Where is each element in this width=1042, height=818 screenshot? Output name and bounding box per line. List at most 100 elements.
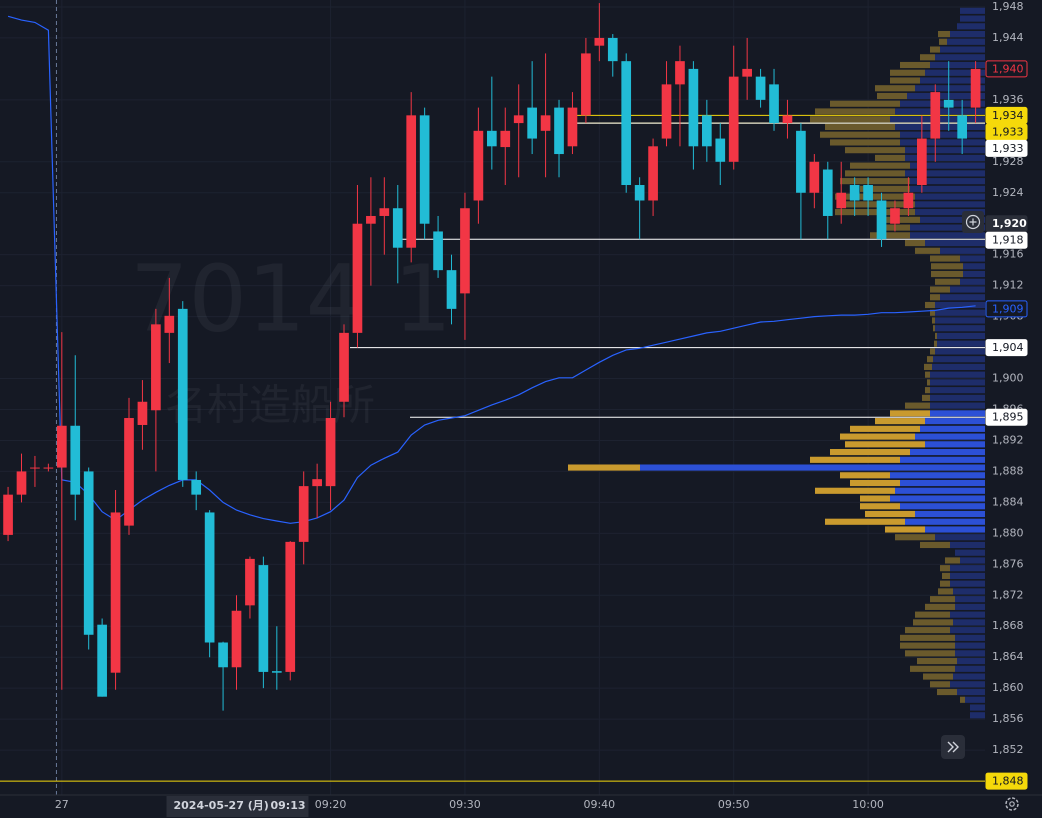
scroll-button[interactable] <box>941 735 965 759</box>
profile-bar <box>920 216 985 223</box>
candle-body <box>513 115 524 124</box>
profile-bar <box>927 379 930 386</box>
profile-bar <box>935 54 985 61</box>
profile-bar <box>950 681 985 688</box>
profile-bar <box>930 402 985 409</box>
profile-bar <box>820 131 900 138</box>
profile-bar <box>900 139 985 146</box>
profile-bar <box>917 658 957 665</box>
profile-bar <box>930 46 940 53</box>
candle-body <box>56 425 67 468</box>
profile-bar <box>810 116 890 123</box>
candle-body <box>258 565 269 672</box>
candle-body <box>446 270 457 309</box>
profile-bar <box>875 154 905 161</box>
profile-bar <box>925 526 985 533</box>
profile-bar <box>930 410 985 417</box>
settings-button[interactable] <box>1005 797 1019 811</box>
profile-bar <box>935 534 985 541</box>
profile-bar <box>965 696 985 703</box>
candle-body <box>890 208 900 224</box>
settings-gear-center[interactable] <box>1009 801 1015 807</box>
candle-body <box>486 130 497 147</box>
volume-profile <box>568 7 985 719</box>
profile-bar <box>910 224 985 231</box>
candle-body <box>863 185 873 201</box>
candle-body <box>473 130 484 201</box>
profile-bar <box>920 425 985 432</box>
candle-body <box>701 115 712 147</box>
candle-body <box>688 68 699 147</box>
profile-bar <box>880 216 920 223</box>
profile-bar <box>950 627 985 634</box>
candle-body <box>917 138 927 186</box>
x-tick-label: 27 <box>55 798 69 811</box>
profile-bar <box>938 588 953 595</box>
profile-bar <box>940 294 985 301</box>
profile-bar <box>922 394 930 401</box>
scroll-icon[interactable] <box>947 741 959 753</box>
profile-bar <box>890 472 985 479</box>
profile-bar <box>915 85 985 92</box>
y-tick-label: 1,872 <box>992 588 1024 601</box>
profile-bar <box>845 170 905 177</box>
profile-bar <box>938 30 950 38</box>
profile-bar <box>925 239 985 247</box>
profile-bar <box>930 387 985 394</box>
profile-bar <box>925 387 930 394</box>
profile-bar <box>860 495 890 502</box>
profile-bar <box>877 92 907 100</box>
candle-body <box>312 479 322 487</box>
candle-body <box>742 68 752 77</box>
vwap-line <box>7 15 976 524</box>
profile-bar <box>915 209 985 216</box>
profile-bar <box>920 54 935 61</box>
candle-body <box>970 68 981 108</box>
time-axis <box>0 795 1042 818</box>
candle-body <box>339 332 349 402</box>
profile-bar <box>957 23 985 30</box>
add-icon[interactable] <box>965 214 981 230</box>
profile-bar <box>963 270 985 278</box>
y-tick-label: 1,888 <box>992 464 1024 477</box>
settings-gear[interactable] <box>1005 797 1019 811</box>
profile-bar <box>947 38 985 45</box>
candle-body <box>581 53 591 116</box>
profile-bar <box>860 503 900 510</box>
profile-bar <box>840 472 890 479</box>
profile-bar <box>895 534 935 541</box>
profile-bar <box>930 61 985 69</box>
profile-bar <box>915 611 950 618</box>
candle-body <box>137 401 148 425</box>
candle-body <box>325 418 336 487</box>
x-tick-label: 09:30 <box>449 798 481 811</box>
add-icon-plus[interactable] <box>969 218 977 226</box>
price-label: 1,909 <box>992 302 1024 315</box>
profile-bar <box>955 665 985 672</box>
profile-bar <box>950 611 985 618</box>
candle-body <box>164 315 175 333</box>
profile-bar <box>923 673 953 680</box>
candle-body <box>621 61 632 186</box>
profile-bar <box>907 92 985 100</box>
profile-bar <box>900 131 985 138</box>
candle-body <box>218 642 228 668</box>
profile-bar <box>905 154 985 161</box>
profile-bar <box>925 371 930 378</box>
candle-body <box>648 146 658 201</box>
profile-bar <box>932 317 935 324</box>
profile-bar <box>915 433 985 440</box>
price-label-bg <box>985 231 1028 249</box>
profile-bar <box>913 619 953 626</box>
profile-bar <box>953 673 985 680</box>
profile-bar <box>905 239 925 247</box>
y-tick-label: 1,912 <box>992 279 1024 292</box>
profile-bar <box>931 263 963 270</box>
profile-bar <box>955 650 985 657</box>
add-button[interactable] <box>962 211 984 233</box>
profile-bar <box>900 503 985 510</box>
profile-bar <box>815 108 895 115</box>
profile-bar <box>931 270 963 278</box>
profile-bar <box>927 356 933 363</box>
profile-bar <box>568 464 640 471</box>
